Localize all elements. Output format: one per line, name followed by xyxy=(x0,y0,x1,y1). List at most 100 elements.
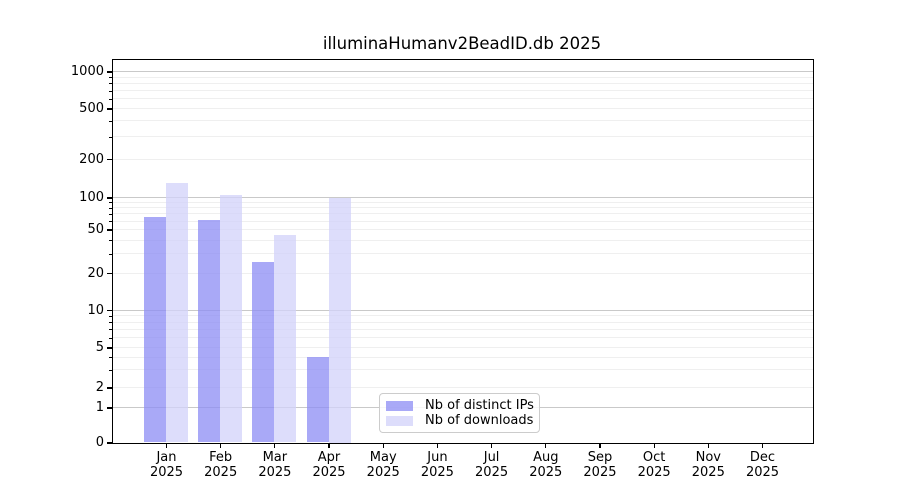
gridline-minor xyxy=(113,98,813,100)
y-tick-mark xyxy=(107,347,112,349)
legend-label-downloads: Nb of downloads xyxy=(425,413,534,428)
y-tick-label: 5 xyxy=(95,340,104,355)
y-minor-tick-mark xyxy=(109,213,112,215)
y-tick-mark xyxy=(107,272,112,275)
gridline-minor xyxy=(113,369,813,371)
gridline-minor xyxy=(113,76,813,78)
y-tick-label: 200 xyxy=(79,151,104,167)
bar-downloads-apr xyxy=(328,197,351,443)
bar-distinct-ips-jan xyxy=(144,216,166,443)
gridline-major xyxy=(113,309,813,311)
gridline-minor xyxy=(113,253,813,255)
x-tick-mark xyxy=(274,443,276,448)
legend-swatch-downloads xyxy=(386,416,413,426)
gridline-minor xyxy=(113,108,813,109)
x-tick-label: Jan 2025 xyxy=(149,449,184,481)
y-minor-tick-mark xyxy=(109,136,112,138)
y-minor-tick-mark xyxy=(109,98,112,100)
bar-distinct-ips-feb xyxy=(198,219,221,443)
x-tick-label: May 2025 xyxy=(366,449,400,481)
x-tick-label: Oct 2025 xyxy=(637,449,671,481)
x-tick-mark xyxy=(653,443,655,448)
y-tick-mark xyxy=(107,387,112,389)
y-tick-mark xyxy=(107,158,112,161)
gridline-major xyxy=(113,71,813,72)
gridline-minor xyxy=(113,82,813,84)
y-minor-tick-mark xyxy=(109,120,112,122)
bar-distinct-ips-apr xyxy=(306,357,329,443)
x-tick-mark xyxy=(545,443,547,448)
x-tick-label: Apr 2025 xyxy=(312,449,346,481)
y-minor-tick-mark xyxy=(109,83,112,85)
y-minor-tick-mark xyxy=(109,221,112,223)
gridline-minor xyxy=(113,315,813,317)
bar-downloads-feb xyxy=(220,194,243,443)
x-tick-label: Mar 2025 xyxy=(258,449,292,481)
legend-item-downloads: Nb of downloads xyxy=(386,413,534,428)
chart-title: illuminaHumanv2BeadID.db 2025 xyxy=(322,34,602,53)
x-tick-label: Nov 2025 xyxy=(691,449,725,481)
x-tick-mark xyxy=(599,443,601,448)
y-minor-tick-mark xyxy=(109,315,112,317)
y-tick-mark xyxy=(107,108,112,110)
gridline-minor xyxy=(113,229,813,230)
x-tick-mark xyxy=(382,443,384,448)
y-minor-tick-mark xyxy=(109,240,112,242)
gridline-minor xyxy=(113,136,813,138)
bar-downloads-mar xyxy=(274,234,297,443)
y-tick-label: 2 xyxy=(95,380,104,395)
y-minor-tick-mark xyxy=(109,253,112,255)
x-tick-mark xyxy=(220,443,222,448)
x-tick-label: Feb 2025 xyxy=(204,449,238,481)
y-tick-label: 50 xyxy=(87,222,104,237)
gridline-minor xyxy=(113,356,813,358)
gridline-minor xyxy=(113,337,813,339)
bar-downloads-jan xyxy=(166,182,188,443)
x-tick-label: Jun 2025 xyxy=(420,449,454,481)
gridline-minor xyxy=(113,272,813,274)
x-tick-label: Jul 2025 xyxy=(475,449,509,481)
gridline-minor xyxy=(113,387,813,388)
legend-swatch-distinct-ips xyxy=(386,401,413,411)
gridline-minor xyxy=(113,239,813,241)
y-minor-tick-mark xyxy=(109,90,112,92)
y-tick-mark xyxy=(107,71,112,73)
x-tick-mark xyxy=(707,443,709,448)
y-tick-label: 10 xyxy=(87,302,104,318)
y-minor-tick-mark xyxy=(109,337,112,339)
y-minor-tick-mark xyxy=(109,202,112,204)
x-tick-label: Sep 2025 xyxy=(583,449,617,481)
y-minor-tick-mark xyxy=(109,77,112,79)
gridline-minor xyxy=(113,120,813,122)
plot-area xyxy=(112,58,814,444)
y-minor-tick-mark xyxy=(109,322,112,324)
y-tick-label: 1000 xyxy=(70,64,104,79)
y-tick-label: 500 xyxy=(79,101,104,116)
y-tick-label: 20 xyxy=(87,265,104,281)
y-tick-label: 100 xyxy=(79,190,104,205)
y-minor-tick-mark xyxy=(109,329,112,331)
x-tick-label: Aug 2025 xyxy=(529,449,563,481)
x-tick-label: Dec 2025 xyxy=(745,449,780,481)
gridline-minor xyxy=(113,321,813,323)
x-tick-mark xyxy=(436,443,438,448)
gridline-minor xyxy=(113,90,813,92)
x-tick-mark xyxy=(490,443,493,448)
legend: Nb of distinct IPs Nb of downloads xyxy=(379,393,540,433)
gridline-minor xyxy=(113,213,813,215)
y-minor-tick-mark xyxy=(109,357,112,359)
y-minor-tick-mark xyxy=(109,207,112,209)
y-tick-label: 1 xyxy=(95,400,104,415)
gridline-major xyxy=(113,197,813,198)
bar-distinct-ips-mar xyxy=(252,262,275,443)
x-tick-mark xyxy=(165,443,168,448)
gridline-minor xyxy=(113,201,813,203)
y-tick-mark xyxy=(107,309,112,312)
x-tick-mark xyxy=(328,443,330,448)
gridline-minor xyxy=(113,207,813,209)
y-tick-mark xyxy=(107,229,112,231)
y-minor-tick-mark xyxy=(109,369,112,371)
x-tick-mark xyxy=(761,443,764,448)
y-tick-mark xyxy=(107,407,112,409)
